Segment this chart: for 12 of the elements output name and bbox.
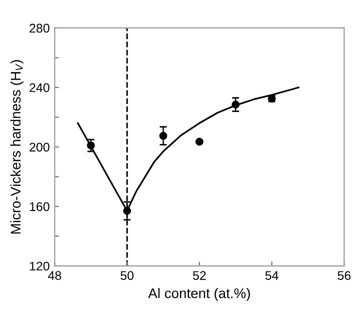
y-tick-label: 160 bbox=[30, 202, 50, 212]
y-tick-label: 200 bbox=[30, 142, 50, 152]
x-axis-title: Al content (at.%) bbox=[148, 288, 250, 301]
x-tick-label: 48 bbox=[48, 271, 62, 280]
y-tick-label: 240 bbox=[30, 83, 50, 92]
x-tick-label: 52 bbox=[192, 271, 206, 280]
y-tick-label: 280 bbox=[30, 24, 50, 33]
x-tick-label: 56 bbox=[338, 271, 351, 280]
y-axis-title: Micro-Vickers hardness (H$_{V}$) bbox=[10, 60, 24, 234]
x-tick-label: 50 bbox=[120, 271, 134, 280]
y-tick-label: 120 bbox=[30, 262, 50, 271]
x-tick-label: 54 bbox=[265, 271, 278, 280]
